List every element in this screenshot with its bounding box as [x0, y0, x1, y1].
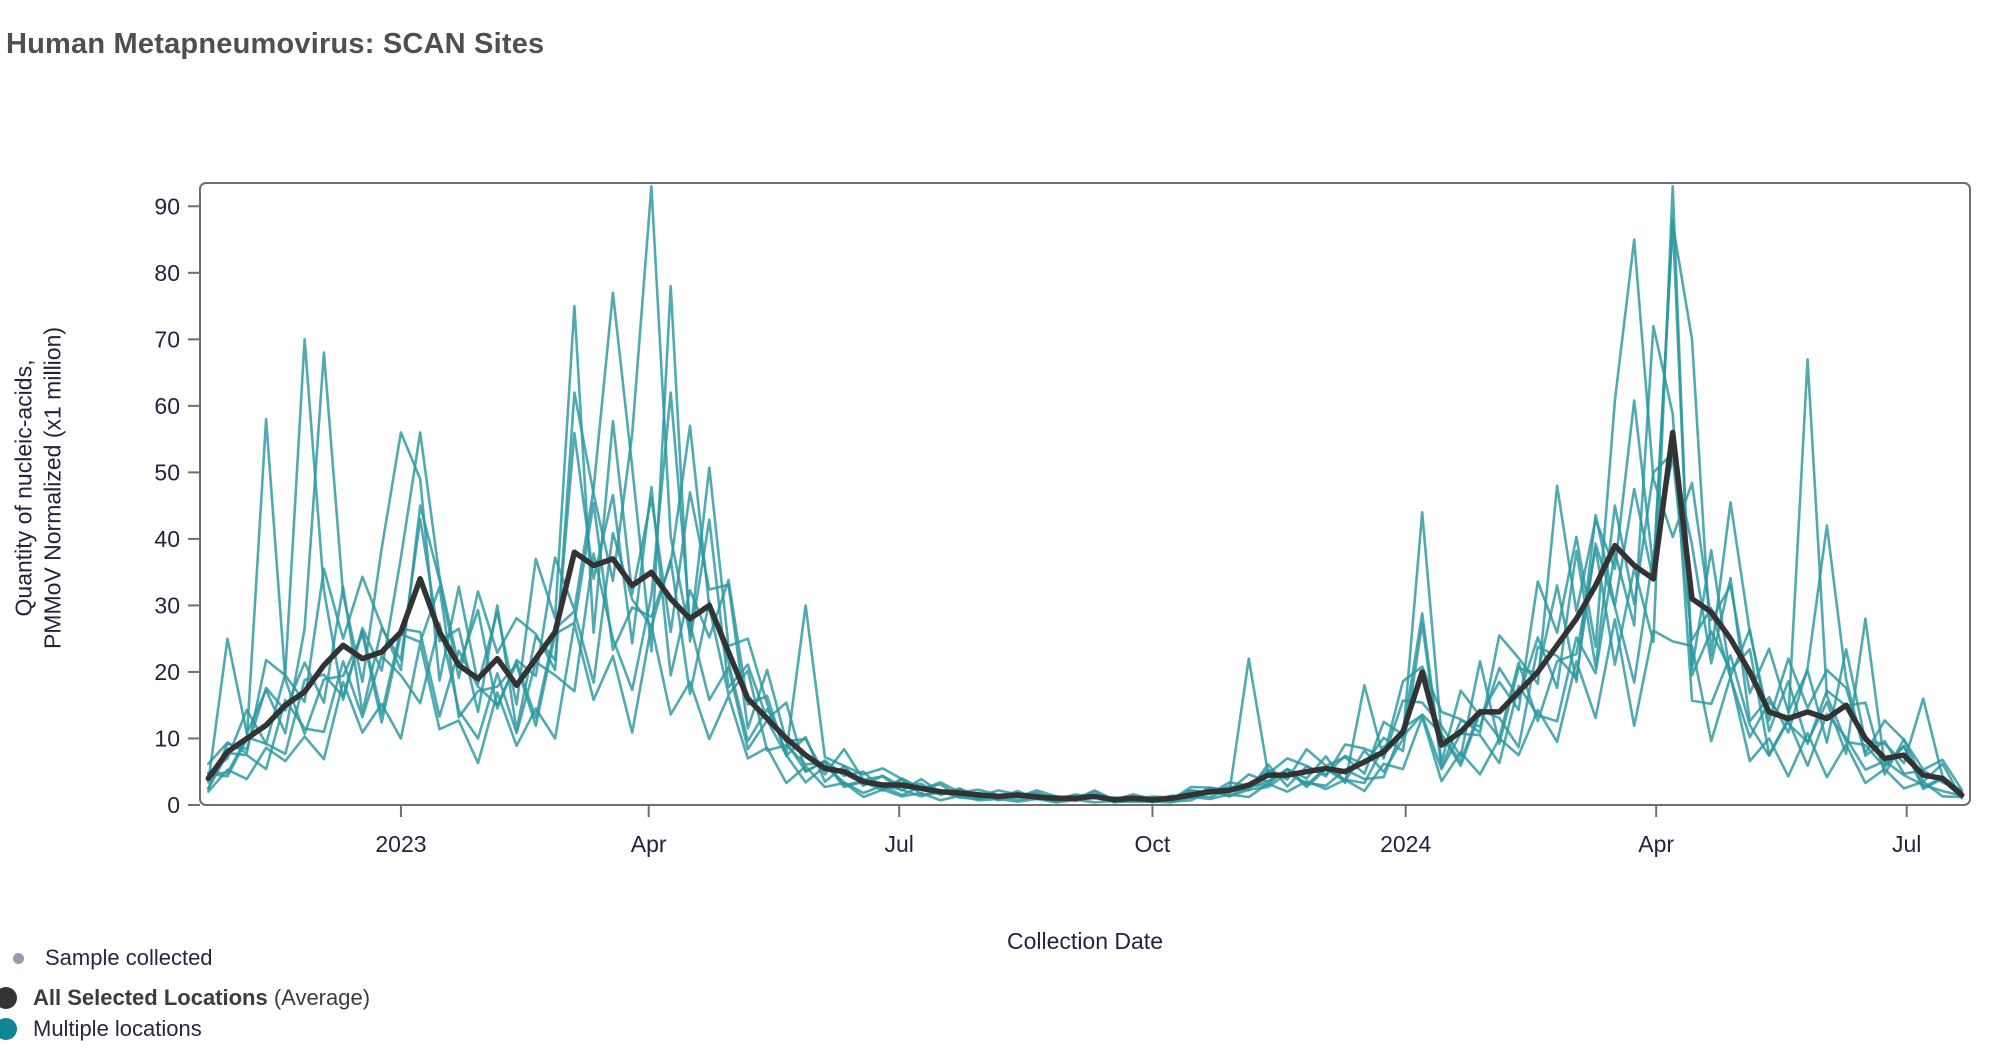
y-tick-label: 70 — [154, 326, 180, 352]
x-tick-label: Jul — [1892, 831, 1921, 857]
average-dot-icon — [0, 987, 17, 1009]
legend-label-multiple-locations: Multiple locations — [33, 1016, 202, 1041]
x-axis-title: Collection Date — [1007, 928, 1163, 954]
plot-border — [199, 182, 1971, 806]
sample-collected-dot-icon — [13, 952, 24, 964]
y-tick-label: 80 — [154, 260, 180, 286]
y-tick-label: 50 — [154, 459, 180, 485]
location-line-5[interactable] — [207, 185, 1963, 802]
x-tick-label: 2024 — [1380, 831, 1431, 857]
x-tick-label: Apr — [1638, 831, 1674, 857]
average-line[interactable] — [205, 429, 1965, 803]
legend-item-average: All Selected Locations (Average) — [0, 985, 370, 1011]
location-line-6[interactable] — [207, 324, 1963, 804]
y-tick-label: 0 — [167, 792, 180, 818]
x-tick-label: Jul — [884, 831, 913, 857]
y-tick-label: 30 — [154, 592, 180, 618]
legend-item-multiple-locations: Multiple locations — [0, 1016, 202, 1042]
multiple-locations-dot-icon — [0, 1018, 17, 1040]
page-title: Human Metapneumovirus: SCAN Sites — [6, 28, 545, 60]
location-line-1[interactable] — [207, 185, 1963, 804]
legend-label-sample-collected: Sample collected — [45, 945, 213, 970]
y-tick-label: 20 — [154, 659, 180, 685]
location-line-2[interactable] — [207, 238, 1963, 802]
x-tick-label: 2023 — [375, 831, 426, 857]
y-tick-label: 90 — [154, 193, 180, 219]
location-line-4[interactable] — [207, 618, 1963, 804]
x-tick-label: Apr — [631, 831, 667, 857]
y-tick-label: 60 — [154, 393, 180, 419]
legend-label-average: All Selected Locations — [33, 985, 268, 1010]
y-tick-label: 10 — [154, 725, 180, 751]
x-tick-label: Oct — [1135, 831, 1171, 857]
legend-label-average-suffix: (Average) — [267, 985, 371, 1010]
location-line-3[interactable] — [207, 218, 1963, 804]
y-tick-label: 40 — [154, 526, 180, 552]
legend-item-sample-collected: Sample collected — [0, 945, 213, 971]
